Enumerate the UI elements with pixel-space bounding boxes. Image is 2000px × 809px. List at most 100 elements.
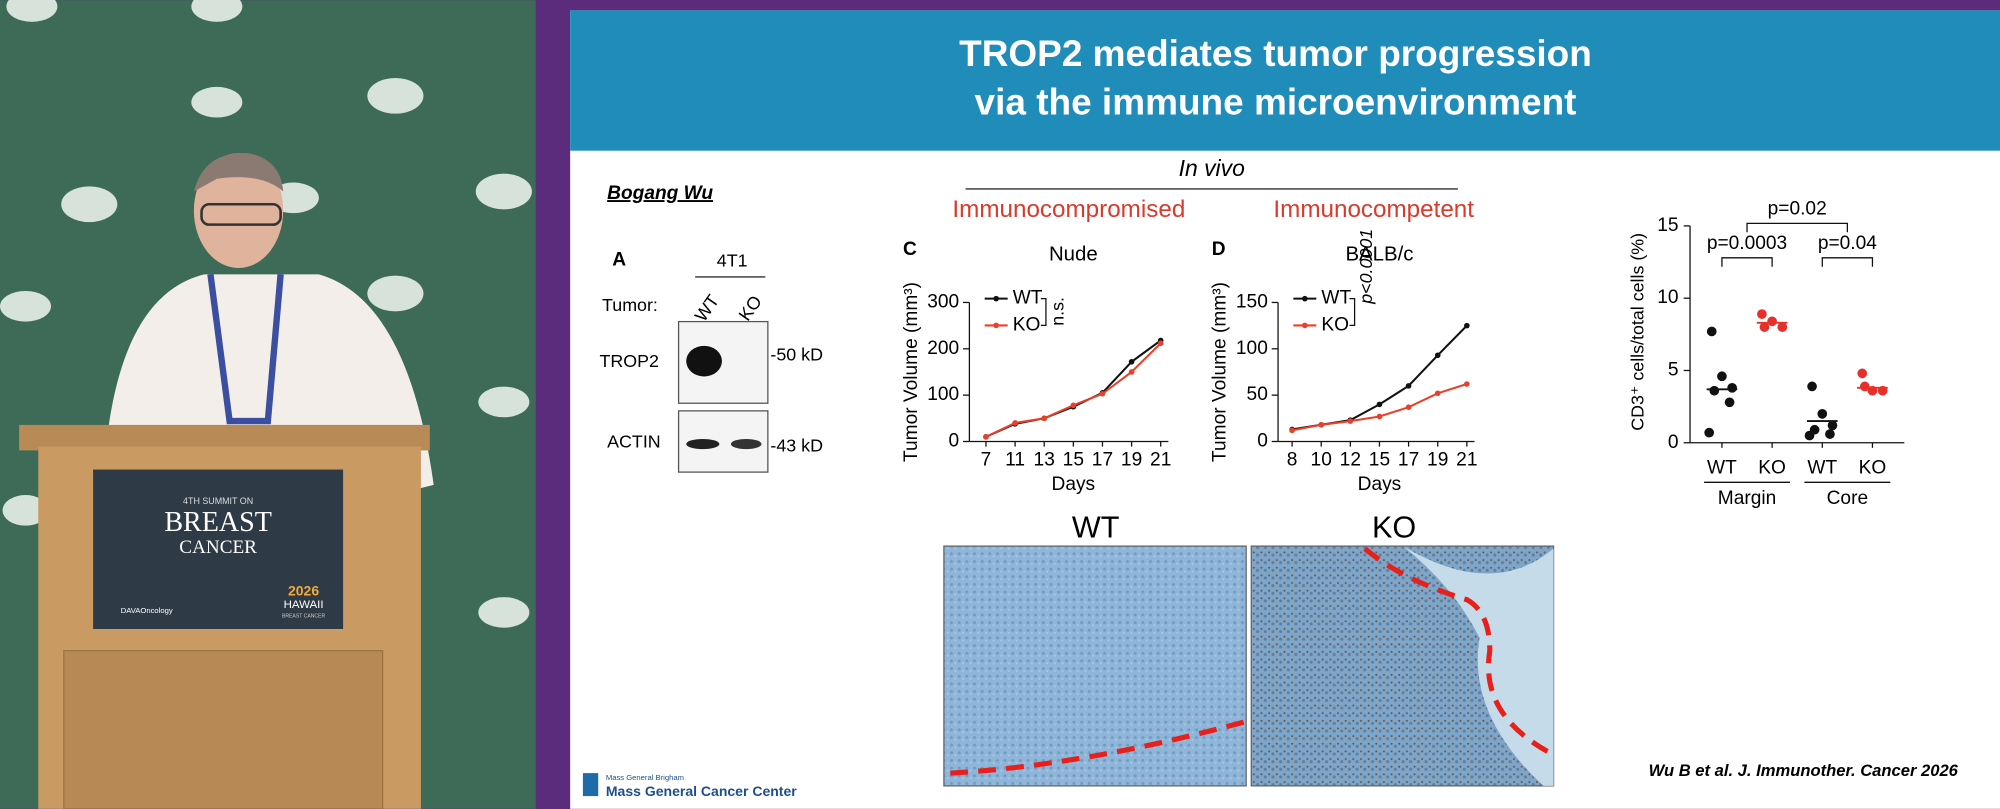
panel-letter: A <box>612 249 626 270</box>
legend-label: KO <box>1013 314 1041 335</box>
bracket <box>1821 257 1874 267</box>
in-vivo: In vivo <box>1179 155 1246 181</box>
data-point <box>983 434 989 440</box>
x-tick-label: 10 <box>1311 450 1332 471</box>
western-blot: A 4T1 Tumor: WT KO TROP2 ACTIN -50 kD -4… <box>599 249 823 473</box>
chart-title: Nude <box>1049 244 1098 266</box>
data-point <box>1376 401 1383 408</box>
y-tick-label: 0 <box>1668 432 1679 453</box>
data-point <box>1727 382 1737 393</box>
data-point <box>1289 427 1295 434</box>
data-point <box>1827 420 1838 431</box>
data-point <box>1825 429 1835 439</box>
x-tick-label: 17 <box>1092 450 1113 471</box>
data-point <box>1767 316 1777 327</box>
data-point <box>1041 415 1048 422</box>
legend-marker <box>993 295 999 302</box>
x-tick-label: 15 <box>1063 450 1084 471</box>
data-point <box>1464 322 1470 329</box>
data-point <box>1757 309 1767 319</box>
y-tick-label: 5 <box>1668 360 1679 381</box>
x-tick-label: KO <box>1859 457 1887 478</box>
x-tick-label: 19 <box>1121 450 1142 471</box>
annotation: n.s. <box>1047 297 1067 326</box>
logo: Mass General Brigham Mass General Cancer… <box>582 773 797 799</box>
panel-letter: D <box>1212 239 1226 260</box>
y-tick-label: 150 <box>1236 292 1268 313</box>
bracket <box>1746 222 1848 233</box>
slide-title: TROP2 mediates tumor progression <box>959 33 1592 74</box>
legend-label: KO <box>1321 314 1349 335</box>
slide-title: via the immune microenvironment <box>975 82 1577 123</box>
y-tick-label: 0 <box>949 431 960 452</box>
video-panel: 4TH SUMMIT ON BREAST CANCER DAVAOncology… <box>0 0 536 809</box>
backdrop-logos <box>0 0 532 628</box>
data-point <box>1859 381 1870 392</box>
condition: Immunocompromised <box>952 196 1185 223</box>
annotation: p=0.04 <box>1818 233 1877 254</box>
x-axis-label: Days <box>1052 474 1096 495</box>
y-tick-label: 15 <box>1657 215 1678 236</box>
data-point <box>1706 326 1717 337</box>
data-point <box>1405 404 1412 411</box>
data-point <box>1318 422 1325 428</box>
podium-text: CANCER <box>179 537 257 558</box>
legend-label: WT <box>1321 288 1351 309</box>
x-tick-label: 21 <box>1456 450 1477 471</box>
y-tick-label: 200 <box>927 338 959 359</box>
bracket <box>1040 297 1047 327</box>
y-tick-label: 100 <box>1236 338 1268 359</box>
annotation: p=0.02 <box>1768 198 1827 219</box>
x-tick-label: WT <box>1807 457 1837 478</box>
panel-letter: C <box>903 239 917 260</box>
podium-text: 2026 <box>288 583 319 599</box>
data-point <box>1434 390 1441 397</box>
data-point <box>1376 413 1383 420</box>
ihc-label: KO <box>1372 511 1416 545</box>
tumor-label: Tumor: <box>602 295 658 315</box>
data-point <box>1717 371 1727 382</box>
legend-marker <box>1302 322 1308 329</box>
data-point <box>1804 430 1815 441</box>
legend-marker <box>993 322 999 329</box>
data-point <box>1012 420 1018 426</box>
podium-text: BREAST <box>164 507 272 538</box>
x-tick-label: 8 <box>1287 450 1298 471</box>
group-label: Core <box>1827 488 1868 509</box>
size-label: -50 kD <box>770 345 823 365</box>
data-point <box>1434 352 1441 359</box>
data-point <box>1857 368 1868 379</box>
chart-title: BALB/c <box>1345 244 1413 266</box>
data-point <box>1128 369 1135 375</box>
annotation: p<0.0001 <box>1356 229 1376 305</box>
x-axis-label: Days <box>1358 474 1402 495</box>
data-point <box>1464 381 1470 387</box>
data-point <box>1759 322 1770 332</box>
y-tick-label: 10 <box>1657 287 1678 308</box>
data-point <box>1709 385 1720 396</box>
row-label: ACTIN <box>607 431 661 451</box>
data-point <box>1128 358 1135 365</box>
podium-text: DAVAOncology <box>121 606 173 615</box>
y-tick-label: 0 <box>1257 431 1268 452</box>
x-tick-label: 21 <box>1150 450 1171 471</box>
ihc-images: WT KO <box>943 511 1555 787</box>
data-point <box>1070 402 1077 409</box>
x-tick-label: WT <box>1707 457 1737 478</box>
x-tick-label: 19 <box>1427 450 1448 471</box>
citation: Wu B et al. J. Immunother. Cancer 2026 <box>1649 761 1959 780</box>
x-tick-label: 7 <box>981 450 992 471</box>
podium: 4TH SUMMIT ON BREAST CANCER DAVAOncology… <box>19 424 430 809</box>
data-point <box>1724 397 1735 408</box>
y-tick-label: 100 <box>927 384 959 405</box>
x-tick-label: KO <box>1758 457 1786 478</box>
legend-label: WT <box>1013 288 1043 309</box>
data-point <box>1817 409 1828 419</box>
data-point <box>1777 322 1788 332</box>
x-tick-label: 15 <box>1369 450 1390 471</box>
bracket <box>1349 297 1356 327</box>
data-point <box>1099 390 1106 397</box>
data-point <box>1347 418 1354 424</box>
